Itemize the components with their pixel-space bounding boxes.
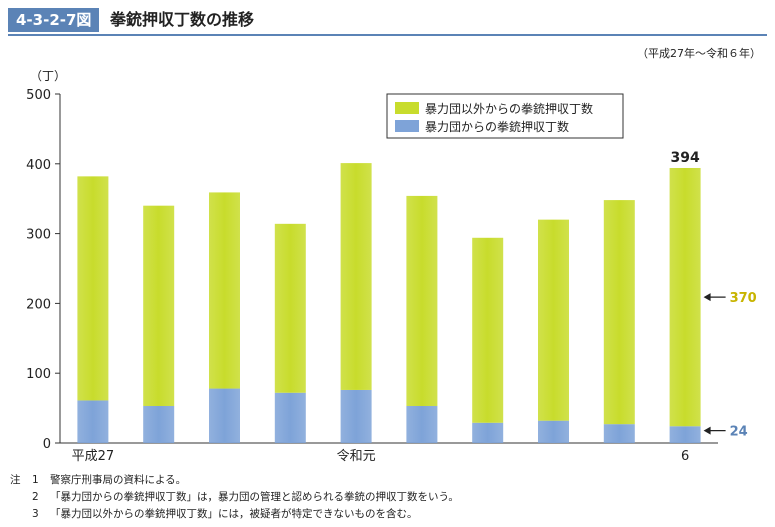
y-unit-label: （丁） [30,69,66,83]
note-number: 1 [32,474,39,486]
bar-non-gang [406,195,438,407]
bar-gang [143,406,175,443]
bar-non-gang [603,200,635,425]
legend-swatch [395,102,419,114]
stacked-bar-chart: （丁） 0 100 200 300 400 500 平成27 令和元 6 394 370 24 暴力団以外… [26,69,757,464]
note-2: 2 「暴力団からの拳銃押収丁数」は，暴力団の管理と認められる拳銃の押収丁数をいう。 [10,489,459,506]
figure-title: 拳銃押収丁数の推移 [110,10,255,29]
bar-non-gang [209,192,240,389]
note-text: 「暴力団以外からの拳銃押収丁数」には，被疑者が特定できないものを含む。 [50,508,418,520]
y-tick-label: 100 [26,367,51,382]
note-text: 警察庁刑事局の資料による。 [50,474,187,486]
bar-non-gang [669,167,701,427]
period-label: （平成27年～令和６年） [637,47,761,60]
bar-non-gang [274,223,306,393]
annotation-arrowhead [703,293,711,302]
bar-non-gang [538,219,569,421]
note-number: 3 [32,508,39,520]
notes: 注 1 警察庁刑事局の資料による。 2 「暴力団からの拳銃押収丁数」は，暴力団の管理と… [10,472,459,523]
total-label: 394 [670,150,699,166]
legend-label: 暴力団以外からの拳銃押収丁数 [425,101,593,116]
note-1: 注 1 警察庁刑事局の資料による。 [10,472,459,489]
bar-gang [274,392,306,443]
legend-label: 暴力団からの拳銃押収丁数 [425,119,569,134]
y-tick-label: 0 [43,437,51,452]
figure-header: 4-3-2-7図 拳銃押収丁数の推移 [8,8,767,36]
bar-gang [603,424,635,443]
y-tick-label: 300 [26,228,51,243]
x-tick-label: 令和元 [337,449,376,464]
note-label: 注 [10,474,21,486]
bar-non-gang [340,163,372,390]
legend-swatch [395,120,419,132]
note-3: 3 「暴力団以外からの拳銃押収丁数」には，被疑者が特定できないものを含む。 [10,506,459,523]
annotation-label: 24 [730,425,748,440]
figure-number: 4-3-2-7図 [8,8,100,32]
y-tick-label: 500 [26,88,51,103]
bar-non-gang [472,237,504,423]
bar-gang [538,420,569,443]
annotation-label: 370 [730,291,757,306]
bar-non-gang [77,176,109,401]
bar-gang [406,406,438,443]
bar-gang [209,388,240,443]
note-number: 2 [32,491,39,503]
bar-gang [669,426,701,443]
legend-box [386,93,624,139]
bar-non-gang [143,205,175,407]
bar-gang [77,400,109,443]
note-text: 「暴力団からの拳銃押収丁数」は，暴力団の管理と認められる拳銃の押収丁数をいう。 [50,491,459,503]
bar-gang [472,422,504,443]
bar-gang [340,389,372,443]
y-tick-label: 400 [26,158,51,173]
annotation-arrowhead [703,426,711,435]
x-tick-label: 6 [681,449,689,464]
x-tick-label: 平成27 [72,449,115,464]
y-tick-label: 200 [26,297,51,312]
